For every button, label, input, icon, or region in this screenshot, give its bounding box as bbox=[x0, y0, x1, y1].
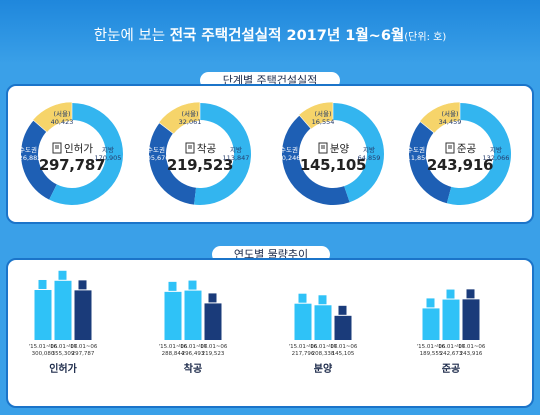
bar-period-label: '15.01~06 bbox=[29, 344, 58, 350]
donut-center-label: 착공 219,523 bbox=[166, 141, 234, 174]
bar-icon bbox=[38, 279, 47, 289]
donut-name: 착공 bbox=[196, 143, 217, 155]
bar bbox=[314, 305, 332, 340]
donut-center-label: 분양 145,105 bbox=[299, 141, 367, 174]
bar-icon bbox=[78, 280, 87, 290]
donut-center-label: 준공 243,916 bbox=[426, 141, 494, 174]
bar-period-label: '15.01~06 bbox=[289, 344, 318, 350]
local-slice-label: 지방 170,905 bbox=[94, 146, 122, 162]
bar-value-label: 355,309 bbox=[52, 351, 75, 357]
bar-icon bbox=[426, 298, 435, 308]
bar bbox=[164, 291, 182, 340]
donut-total: 297,787 bbox=[38, 156, 106, 174]
donut-name: 인허가 bbox=[64, 143, 93, 155]
donut-total: 219,523 bbox=[166, 156, 234, 174]
donut-slice-metro bbox=[149, 103, 200, 205]
bar-icon bbox=[338, 305, 347, 315]
donut-slice-local bbox=[333, 103, 384, 203]
donut-name: 분양 bbox=[329, 143, 350, 155]
bar-icon bbox=[318, 295, 327, 305]
metro-slice-label: 수도권 126,882 bbox=[14, 146, 42, 162]
bar-value-label: 296,493 bbox=[182, 351, 205, 357]
seoul-slice-label: (서울) 40,423 bbox=[50, 110, 74, 126]
bar-icon bbox=[298, 293, 307, 303]
seoul-slice-label: (서울) 16,554 bbox=[311, 110, 335, 126]
document-icon bbox=[51, 142, 63, 154]
donut-slice-seoul bbox=[32, 101, 73, 133]
bar-value-label: 219,523 bbox=[202, 351, 225, 357]
bar-value-label: 297,787 bbox=[72, 351, 95, 357]
bar-period-label: '15.01~06 bbox=[159, 344, 188, 350]
donut-slice-seoul bbox=[419, 101, 461, 134]
bar-period-label: '16.01~06 bbox=[49, 344, 78, 350]
donut-total: 145,105 bbox=[299, 156, 367, 174]
bar bbox=[442, 299, 460, 340]
bar bbox=[34, 289, 52, 340]
bar-group-label: 준공 bbox=[441, 364, 461, 375]
bar-value-label: 288,844 bbox=[162, 351, 185, 357]
bar-value-label: 189,555 bbox=[420, 351, 443, 357]
document-icon bbox=[444, 142, 456, 154]
page-title: 한눈에 보는 전국 주택건설실적 2017년 1월~6월(단위: 호) bbox=[0, 24, 540, 45]
metro-slice-label: 수도권 80,246 bbox=[277, 146, 301, 162]
metro-slice-label: 수도권 111,850 bbox=[402, 146, 430, 162]
bar-icon bbox=[446, 289, 455, 299]
bar-period-label: '15.01~06 bbox=[417, 344, 446, 350]
donut-slice-seoul bbox=[298, 101, 334, 130]
bar-group-label: 인허가 bbox=[49, 364, 77, 375]
bar bbox=[334, 315, 352, 340]
document-icon bbox=[184, 142, 196, 154]
document-icon bbox=[317, 142, 329, 154]
bar-icon bbox=[188, 280, 197, 290]
title-prefix: 한눈에 보는 bbox=[93, 28, 166, 44]
bar-value-label: 242,673 bbox=[440, 351, 463, 357]
bar-period-label: '16.01~06 bbox=[179, 344, 208, 350]
bar-icon bbox=[466, 289, 475, 299]
bar-period-label: '16.01~06 bbox=[437, 344, 466, 350]
metro-slice-label: 수도권 105,676 bbox=[142, 146, 170, 162]
donut-center-label: 인허가 297,787 bbox=[38, 141, 106, 174]
seoul-slice-label: (서울) 32,061 bbox=[178, 110, 202, 126]
bar-icon bbox=[208, 293, 217, 303]
donut-slice-metro bbox=[21, 103, 72, 200]
bar-icon bbox=[168, 281, 177, 291]
donut-name: 준공 bbox=[456, 143, 477, 155]
bar-period-label: '16.01~06 bbox=[309, 344, 338, 350]
bar-value-label: 208,338 bbox=[312, 351, 335, 357]
bar bbox=[204, 303, 222, 340]
donut-slice-seoul bbox=[158, 101, 201, 135]
bar-period-label: '17.01~06 bbox=[69, 344, 98, 350]
donut-slice-metro bbox=[281, 103, 350, 205]
bar bbox=[294, 303, 312, 340]
bar-icon bbox=[58, 270, 67, 280]
donut-total: 243,916 bbox=[426, 156, 494, 174]
bar bbox=[54, 280, 72, 340]
bar bbox=[184, 290, 202, 340]
bar-period-label: '17.01~06 bbox=[457, 344, 486, 350]
bar bbox=[462, 299, 480, 340]
donut-slice-local bbox=[446, 103, 511, 205]
bar bbox=[74, 290, 92, 340]
local-slice-label: 지방 132,066 bbox=[482, 146, 510, 162]
donut-slice-metro bbox=[409, 103, 460, 204]
title-main: 전국 주택건설실적 2017년 1월~6월 bbox=[169, 28, 405, 44]
donut-slice-local bbox=[49, 103, 124, 205]
local-slice-label: 지방 64,859 bbox=[357, 146, 381, 162]
local-slice-label: 지방 113,847 bbox=[222, 146, 250, 162]
bar-value-label: 243,916 bbox=[460, 351, 483, 357]
header-banner bbox=[0, 0, 540, 64]
bar-period-label: '17.01~06 bbox=[199, 344, 228, 350]
bar-value-label: 300,080 bbox=[32, 351, 55, 357]
bar-period-label: '17.01~06 bbox=[329, 344, 358, 350]
bar-value-label: 217,796 bbox=[292, 351, 315, 357]
bar-value-label: 145,105 bbox=[332, 351, 355, 357]
seoul-slice-label: (서울) 34,459 bbox=[438, 110, 462, 126]
title-unit: (단위: 호) bbox=[404, 32, 447, 43]
bar-group-label: 분양 bbox=[313, 364, 333, 375]
bar-group-label: 착공 bbox=[183, 364, 203, 375]
donut-slice-local bbox=[194, 102, 252, 206]
bar bbox=[422, 308, 440, 340]
